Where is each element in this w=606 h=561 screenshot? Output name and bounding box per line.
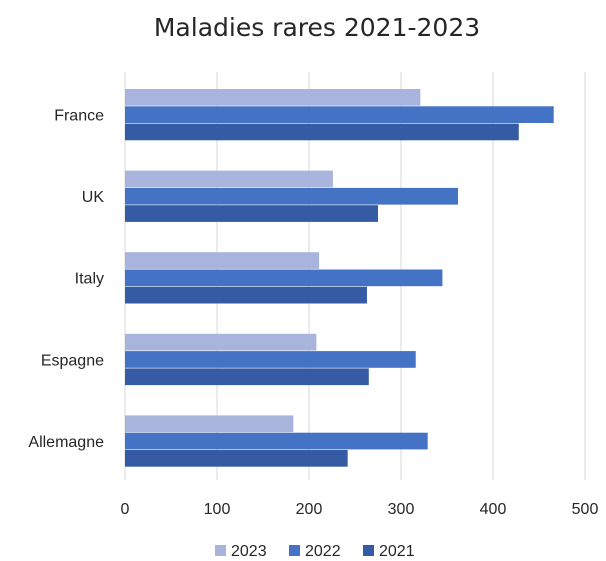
category-labels: France UK Italy Espagne Allemagne <box>28 107 104 450</box>
x-tick-label: 500 <box>572 501 599 518</box>
legend-label-2021: 2021 <box>379 543 415 560</box>
bar-france-2021 <box>125 123 519 141</box>
bar-italy-2023 <box>125 252 320 269</box>
x-axis-ticks: 0 100 200 300 400 500 <box>121 501 599 518</box>
bars <box>125 89 554 467</box>
bar-espagne-2023 <box>125 333 317 351</box>
chart-title: Maladies rares 2021-2023 <box>154 13 480 42</box>
bar-italy-2021 <box>125 286 367 304</box>
x-tick-label: 0 <box>121 501 130 518</box>
bar-italy-2022 <box>125 269 443 287</box>
x-tick-label: 300 <box>388 501 415 518</box>
bar-france-2023 <box>125 89 421 106</box>
category-label-italy: Italy <box>75 271 104 288</box>
bar-france-2022 <box>125 106 554 123</box>
legend-swatch-2023 <box>215 545 226 556</box>
category-label-allemagne: Allemagne <box>28 434 104 451</box>
x-tick-label: 100 <box>204 501 231 518</box>
legend-label-2023: 2023 <box>231 543 267 560</box>
bar-uk-2021 <box>125 205 378 222</box>
legend-swatch-2021 <box>363 545 374 556</box>
bar-espagne-2022 <box>125 351 416 368</box>
x-tick-label: 400 <box>480 501 507 518</box>
bar-allemagne-2023 <box>125 415 294 433</box>
legend: 2023 2022 2021 <box>215 543 415 560</box>
bar-allemagne-2022 <box>125 432 428 450</box>
bar-uk-2023 <box>125 170 333 188</box>
legend-label-2022: 2022 <box>305 543 341 560</box>
legend-swatch-2022 <box>289 545 300 556</box>
category-label-uk: UK <box>82 189 105 206</box>
category-label-espagne: Espagne <box>41 352 104 369</box>
category-label-france: France <box>54 107 104 124</box>
x-tick-label: 200 <box>296 501 323 518</box>
bar-allemagne-2021 <box>125 450 348 467</box>
bar-uk-2022 <box>125 187 459 205</box>
bar-espagne-2021 <box>125 368 369 386</box>
